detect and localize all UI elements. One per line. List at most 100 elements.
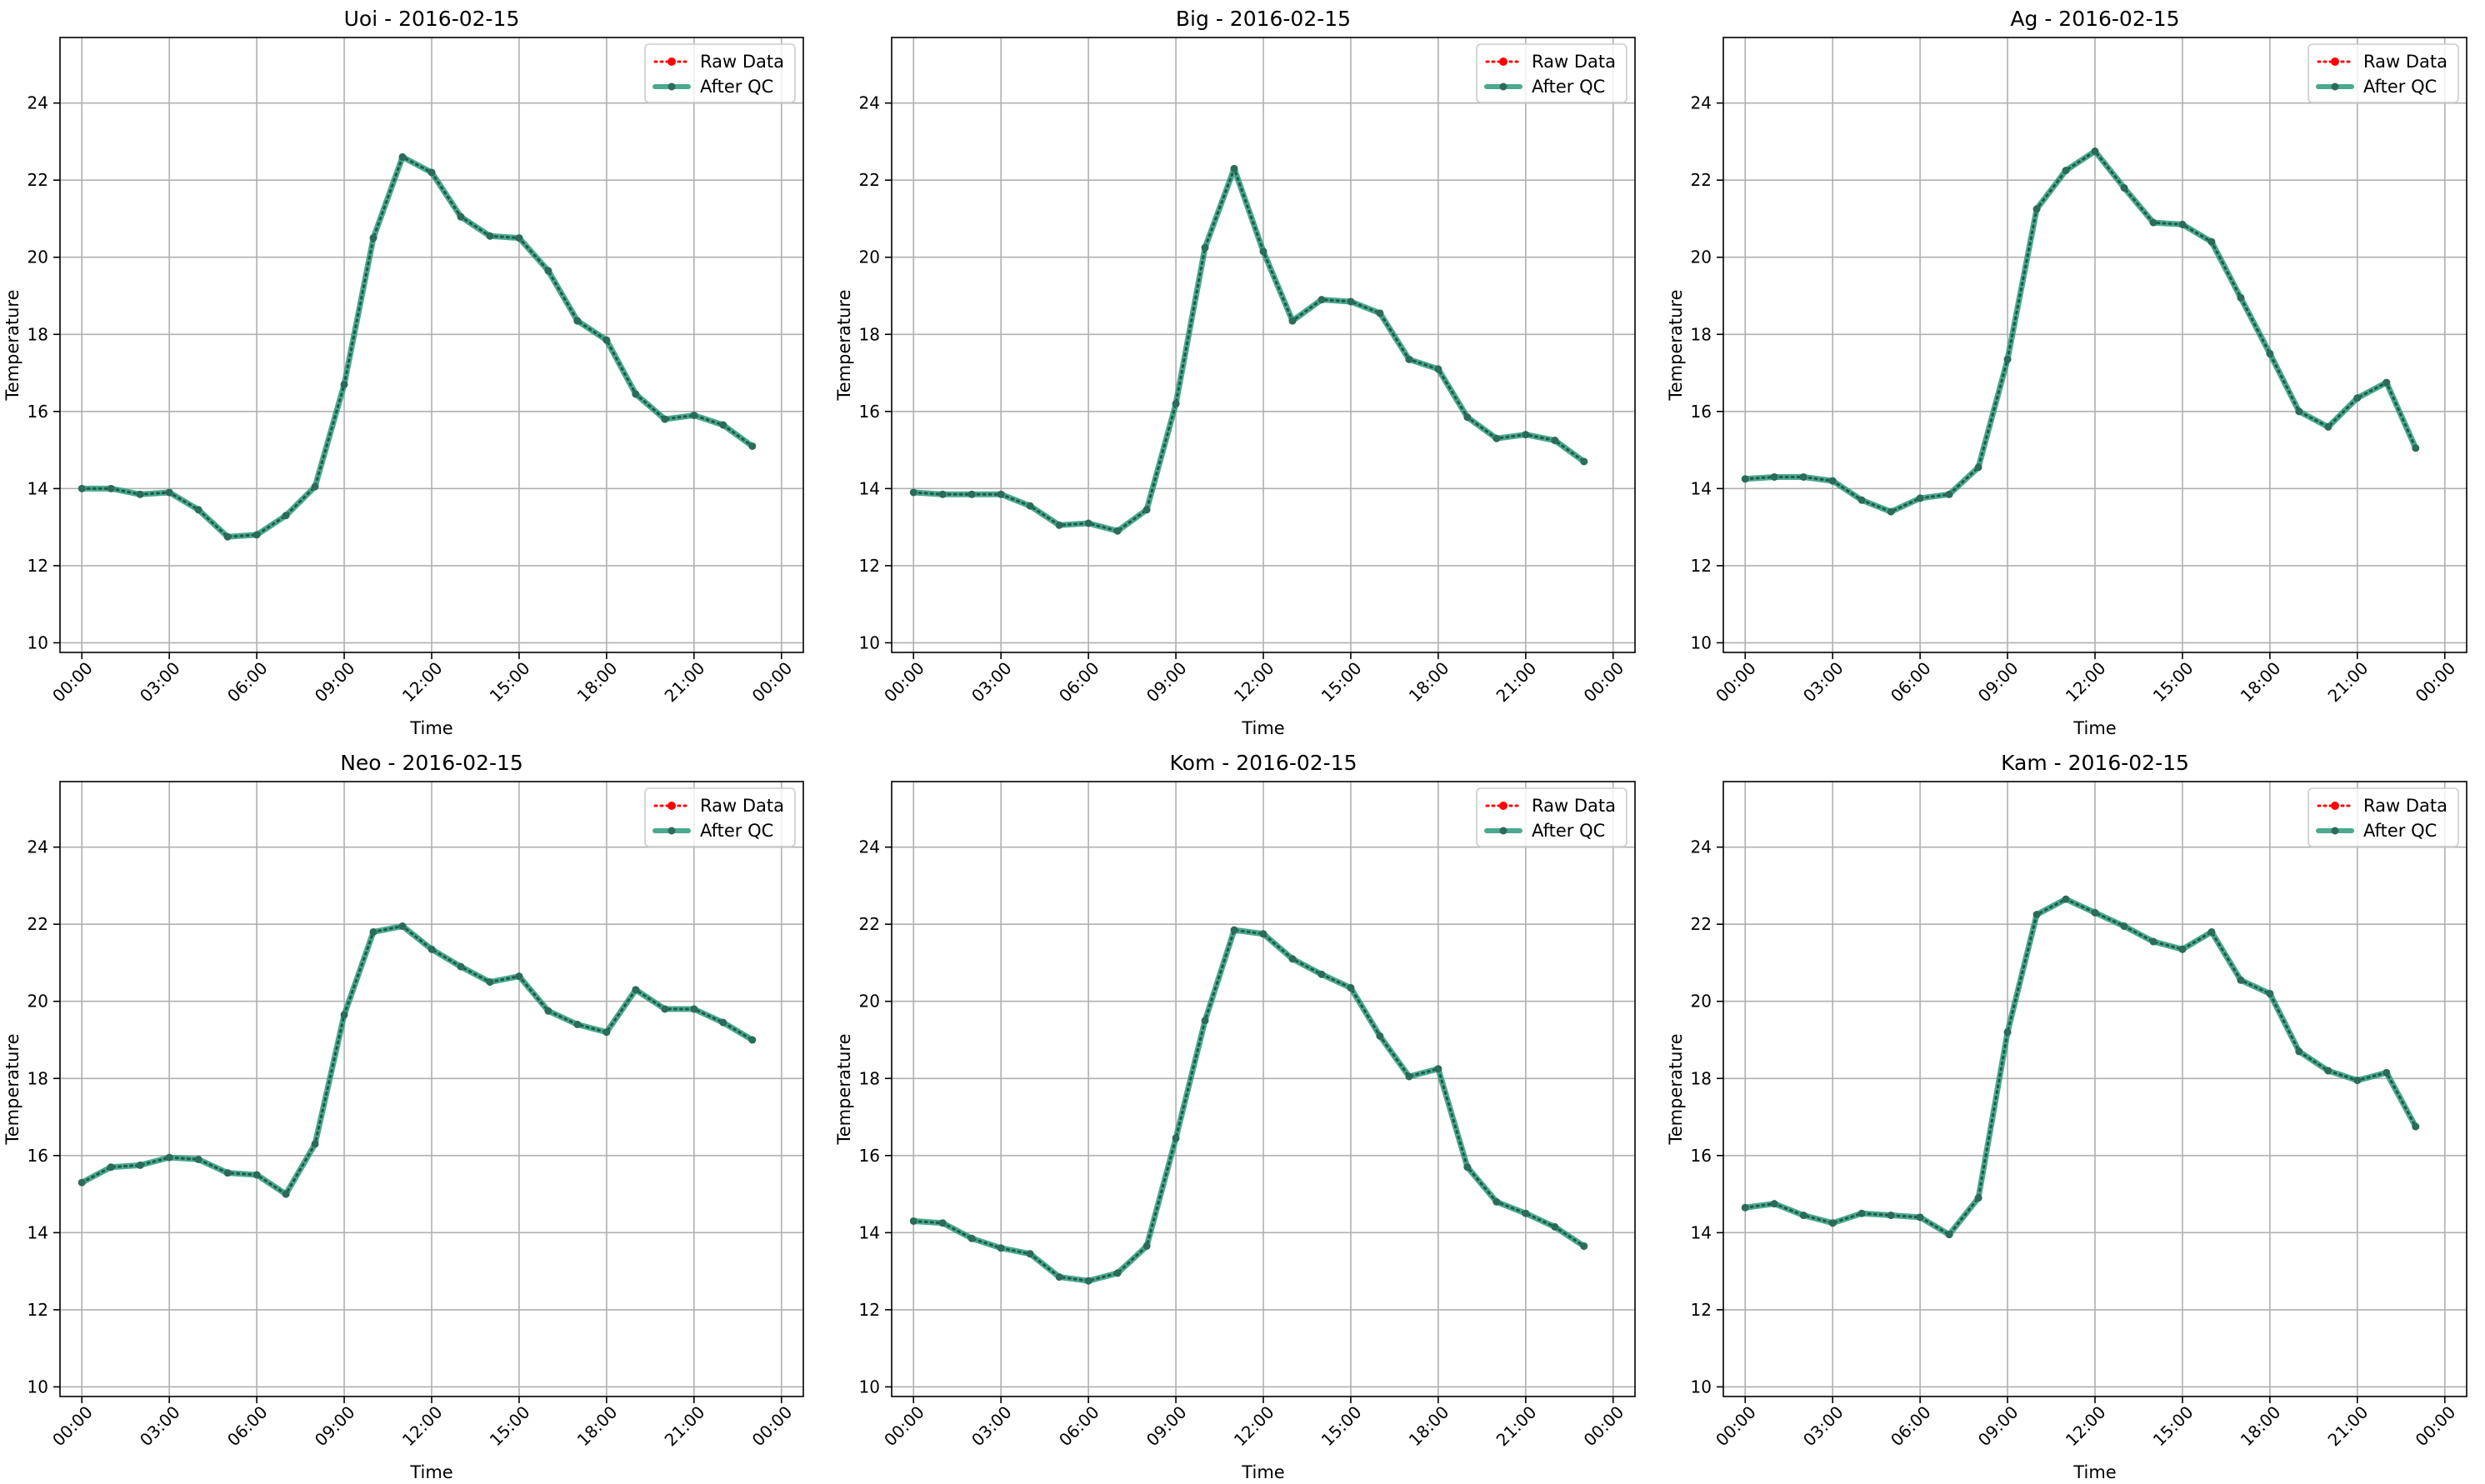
y-tick-label: 22 bbox=[859, 914, 880, 934]
data-point bbox=[1113, 527, 1122, 535]
x-tick-label: 06:00 bbox=[223, 658, 272, 707]
subplot-3: 10 12 14 16 18 20 22 24 00:00 03:00 06:00 09:00 12:0… bbox=[1666, 7, 2468, 738]
data-point bbox=[2382, 378, 2391, 387]
data-point bbox=[2353, 1077, 2362, 1085]
data-point bbox=[748, 1036, 757, 1044]
data-point bbox=[719, 1018, 728, 1027]
data-point bbox=[1318, 970, 1326, 978]
data-point bbox=[1974, 1194, 1982, 1202]
y-tick-label: 14 bbox=[1691, 478, 1712, 498]
data-point bbox=[2091, 908, 2099, 917]
data-point bbox=[1945, 490, 1953, 498]
x-tick-label: 06:00 bbox=[1055, 1402, 1103, 1451]
legend-label-raw-data: Raw Data bbox=[1532, 52, 1616, 72]
data-point bbox=[1230, 926, 1238, 934]
y-tick-label: 18 bbox=[1691, 324, 1712, 344]
legend-marker-after-qc bbox=[2331, 82, 2339, 91]
x-tick-label: 15:00 bbox=[2149, 1402, 2198, 1451]
x-tick-label: 06:00 bbox=[1055, 658, 1103, 707]
data-point bbox=[398, 152, 407, 161]
x-tick-label: 00:00 bbox=[880, 658, 928, 707]
x-tick-label: 03:00 bbox=[968, 1402, 1016, 1451]
data-point bbox=[573, 1020, 582, 1028]
data-point bbox=[2149, 937, 2158, 946]
data-point bbox=[968, 490, 976, 498]
subplot-1: 10 12 14 16 18 20 22 24 00:00 03:00 06:00 09:00 12:0… bbox=[2, 7, 804, 738]
y-tick-label: 14 bbox=[859, 478, 880, 498]
legend-marker-after-qc bbox=[668, 82, 676, 91]
x-tick-label: 09:00 bbox=[1974, 1402, 2022, 1451]
series-line-after-qc bbox=[910, 927, 1588, 1284]
x-tick-label: 18:00 bbox=[573, 658, 622, 707]
legend-label-after-qc: After QC bbox=[700, 77, 773, 97]
x-tick-label: 12:00 bbox=[2062, 1402, 2110, 1451]
plot-frame bbox=[59, 781, 804, 1397]
data-point bbox=[1522, 431, 1530, 439]
x-tick-label: 09:00 bbox=[311, 1402, 359, 1451]
data-point bbox=[457, 212, 465, 221]
data-point bbox=[544, 1007, 552, 1015]
data-point bbox=[1376, 309, 1384, 317]
x-tick-label: 00:00 bbox=[2412, 1402, 2460, 1451]
data-point bbox=[1142, 506, 1151, 514]
series-line-raw-data bbox=[1743, 897, 2418, 1237]
x-tick-label: 03:00 bbox=[136, 1402, 184, 1451]
y-axis-label: Temperature bbox=[834, 289, 854, 401]
x-tick-label: 09:00 bbox=[1142, 1402, 1191, 1451]
data-point bbox=[1887, 507, 1895, 516]
x-tick-label: 15:00 bbox=[2149, 658, 2198, 707]
y-tick-label: 22 bbox=[859, 170, 880, 190]
data-point bbox=[1172, 400, 1180, 408]
x-tick-label: 03:00 bbox=[968, 658, 1016, 707]
y-tick-label: 22 bbox=[28, 914, 48, 934]
data-point bbox=[311, 1140, 319, 1148]
data-point bbox=[2003, 1028, 2012, 1037]
data-point bbox=[282, 1190, 290, 1198]
legend-marker-raw-data bbox=[668, 57, 676, 66]
y-tick-label: 12 bbox=[1691, 1300, 1712, 1320]
data-point bbox=[2412, 444, 2420, 452]
data-point bbox=[602, 1028, 611, 1037]
x-tick-label: 12:00 bbox=[398, 1402, 447, 1451]
subplot-5: 10 12 14 16 18 20 22 24 00:00 03:00 06:00 09:00 12:0… bbox=[834, 751, 1636, 1482]
y-tick-label: 18 bbox=[28, 324, 48, 344]
data-point bbox=[2208, 237, 2216, 246]
subplot-6: 10 12 14 16 18 20 22 24 00:00 03:00 06:00 09:00 12:0… bbox=[1666, 751, 2468, 1482]
y-axis-label: Temperature bbox=[2, 1033, 22, 1145]
data-point bbox=[573, 317, 582, 325]
data-point bbox=[909, 1217, 918, 1225]
data-point bbox=[1434, 1065, 1442, 1073]
y-tick-label: 16 bbox=[28, 402, 48, 422]
x-tick-label: 09:00 bbox=[1974, 658, 2022, 707]
data-point bbox=[107, 484, 115, 492]
legend: Raw Data After QC bbox=[1476, 43, 1628, 103]
x-tick-label: 00:00 bbox=[748, 1402, 797, 1451]
data-point bbox=[968, 1234, 976, 1242]
y-tick-label: 24 bbox=[859, 837, 880, 857]
data-point bbox=[2382, 1068, 2391, 1077]
data-point bbox=[1770, 1200, 1778, 1208]
x-tick-label: 00:00 bbox=[2412, 658, 2460, 707]
data-point bbox=[2295, 407, 2303, 416]
series-line-after-qc bbox=[78, 153, 756, 540]
x-tick-label: 00:00 bbox=[1712, 1402, 1760, 1451]
legend: Raw Data After QC bbox=[2308, 787, 2459, 847]
data-point bbox=[1347, 984, 1355, 992]
data-point bbox=[1522, 1209, 1530, 1217]
data-point bbox=[1055, 521, 1063, 529]
data-point bbox=[2062, 167, 2070, 175]
data-point bbox=[2178, 220, 2187, 228]
data-point bbox=[252, 1171, 261, 1179]
data-point bbox=[340, 1011, 348, 1019]
data-point bbox=[311, 482, 319, 491]
data-point bbox=[719, 421, 728, 429]
y-tick-label: 24 bbox=[859, 93, 880, 113]
data-point bbox=[515, 234, 523, 242]
legend-label-after-qc: After QC bbox=[2363, 77, 2437, 97]
x-tick-label: 12:00 bbox=[2062, 658, 2110, 707]
data-point bbox=[1201, 1017, 1209, 1025]
x-axis-label: Time bbox=[2072, 1462, 2116, 1482]
series-line-raw-data bbox=[912, 928, 1586, 1282]
x-tick-label: 21:00 bbox=[2324, 1402, 2372, 1451]
